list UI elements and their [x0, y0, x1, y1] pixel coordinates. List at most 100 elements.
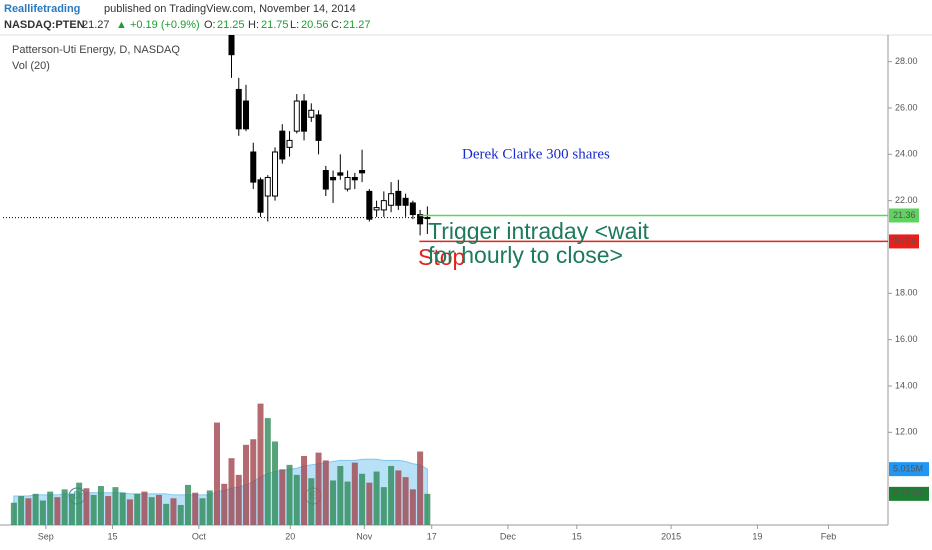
volume-bar	[402, 477, 409, 525]
volume-bar	[279, 469, 286, 525]
volume-bar	[366, 482, 373, 525]
volume-bar	[409, 489, 416, 525]
candle-body	[243, 100, 250, 130]
symbol: NASDAQ:PTEN	[4, 19, 85, 31]
low-label: L:	[290, 19, 299, 31]
candle-body	[388, 193, 395, 206]
volume-bar	[184, 484, 191, 525]
volume-bar	[25, 498, 32, 525]
y-tick-label: 18.00	[895, 288, 918, 298]
volume-bar	[330, 480, 337, 525]
high-label: H:	[248, 19, 259, 31]
volume-bar	[199, 498, 206, 525]
candle-body	[257, 179, 264, 213]
volume-bar	[359, 473, 366, 525]
volume-bar	[301, 455, 308, 525]
open-value: 21.25	[217, 19, 245, 31]
volume-bar	[272, 441, 279, 525]
x-tick-label: 17	[427, 531, 437, 541]
volume-bar	[286, 464, 293, 525]
volume-bar	[322, 460, 329, 525]
candle-body	[373, 207, 380, 211]
y-tick-label: 22.00	[895, 195, 918, 205]
candle-body	[286, 139, 293, 148]
volume-bar	[243, 444, 250, 525]
volume-bar	[163, 503, 170, 525]
volume-bar	[76, 482, 83, 525]
candle-body	[272, 151, 279, 197]
candle-body	[264, 176, 271, 197]
candle-body	[330, 176, 337, 181]
volume-bar	[148, 497, 155, 525]
candle-body	[308, 109, 315, 118]
volume-bar	[221, 483, 228, 525]
volume-bar	[228, 458, 235, 525]
volume-bar	[380, 487, 387, 525]
volume-bar	[373, 471, 380, 525]
volume-bar	[337, 465, 344, 525]
volume-tag-label: 5.015M	[893, 464, 923, 474]
y-tick-label: 12.00	[895, 427, 918, 437]
candle-body	[228, 35, 235, 56]
last-price: 21.27	[82, 19, 110, 31]
candle-body	[250, 151, 257, 183]
volume-bar	[155, 494, 162, 525]
x-tick-label: Feb	[821, 531, 837, 541]
volume-bar	[417, 451, 424, 525]
candle-body	[315, 114, 322, 141]
candle-body	[235, 88, 242, 130]
x-tick-label: 20	[285, 531, 295, 541]
level-label: 21.36	[893, 210, 916, 220]
plot-area	[3, 35, 431, 525]
candle-body	[409, 202, 416, 216]
x-tick-label: Nov	[356, 531, 373, 541]
volume-bar	[308, 478, 315, 525]
volume-bar	[112, 487, 119, 525]
annotation-trigger: for hourly to close>	[428, 242, 623, 268]
volume-bar	[351, 462, 358, 525]
volume-bar	[10, 502, 17, 525]
volume-bar	[257, 403, 264, 525]
volume-bar	[134, 493, 141, 525]
volume-bar	[206, 490, 213, 525]
annotation: Derek Clarke 300 shares	[462, 146, 610, 162]
y-tick-label: 24.00	[895, 149, 918, 159]
volume-bar	[395, 470, 402, 525]
candle-body	[359, 170, 366, 174]
candle-body	[417, 214, 424, 225]
volume-bar	[141, 491, 148, 525]
volume-bar	[264, 418, 271, 525]
low-value: 20.56	[301, 19, 329, 31]
x-tick-label: 15	[572, 531, 582, 541]
volume-bar	[61, 489, 68, 525]
candle-body	[380, 200, 387, 211]
volume-bar	[235, 474, 242, 525]
x-tick-label: Sep	[38, 531, 54, 541]
volume-bar	[39, 500, 46, 525]
close-label: C:	[331, 19, 342, 31]
x-tick-label: 15	[108, 531, 118, 541]
high-value: 21.75	[261, 19, 289, 31]
volume-bar	[32, 493, 39, 525]
volume-bar	[90, 494, 97, 525]
x-tick-label: Dec	[500, 531, 517, 541]
candle-body	[337, 172, 344, 176]
volume-bar	[344, 481, 351, 525]
annotation-stop: Stop	[418, 244, 465, 270]
volume-tag	[889, 462, 929, 477]
candle-body	[293, 100, 300, 132]
volume-bar	[68, 493, 75, 525]
volume-tag	[889, 486, 929, 501]
published: published on TradingView.com, November 1…	[104, 3, 356, 15]
candle-body	[402, 197, 409, 206]
candle-body	[351, 176, 358, 181]
change: ▲ +0.19 (+0.9%)	[116, 19, 200, 31]
volume-bar	[119, 492, 126, 525]
y-tick-label: 26.00	[895, 102, 918, 112]
author: Reallifetrading	[4, 3, 80, 15]
volume-bar	[54, 497, 61, 525]
volume-bar	[192, 492, 199, 525]
volume-bar	[177, 504, 184, 525]
volume-bar	[250, 439, 257, 525]
